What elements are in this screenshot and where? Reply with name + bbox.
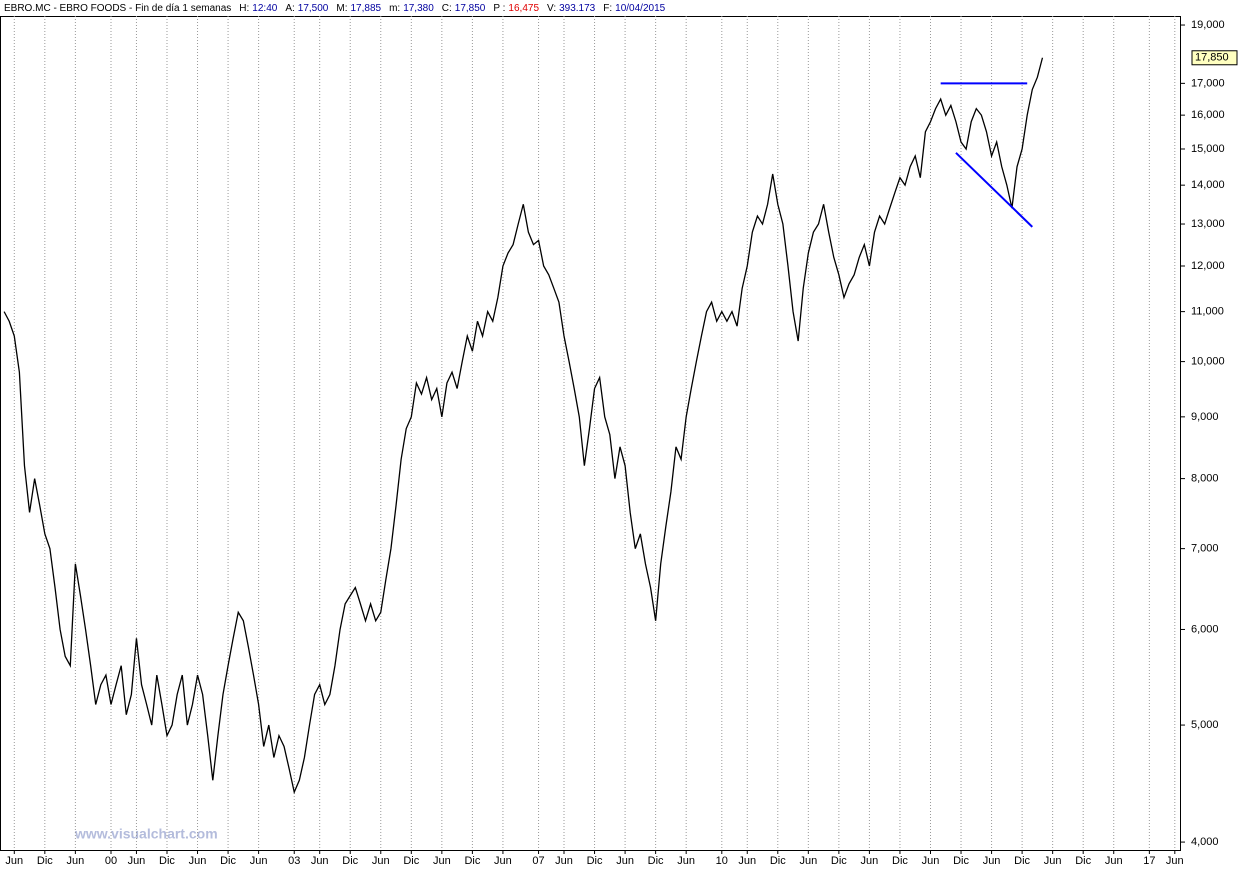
header-value: 393.173 — [559, 3, 596, 14]
x-tick-label: Jun — [1105, 855, 1123, 867]
x-tick-label: Dic — [403, 855, 419, 867]
header-value: 17,380 — [403, 3, 434, 14]
x-tick-label: Dic — [464, 855, 480, 867]
header-label: P : — [493, 3, 505, 14]
x-tick-label: Jun — [494, 855, 512, 867]
x-tick-label: Dic — [342, 855, 358, 867]
y-tick-label: 11,000 — [1191, 306, 1224, 318]
header-label: H: — [239, 3, 249, 14]
x-tick-label: Jun — [66, 855, 84, 867]
x-tick-label: Jun — [861, 855, 879, 867]
watermark: www.visualchart.com — [74, 826, 218, 842]
x-tick-label: Jun — [677, 855, 695, 867]
y-tick-label: 4,000 — [1191, 836, 1219, 848]
y-tick-label: 6,000 — [1191, 623, 1219, 635]
y-tick-label: 7,000 — [1191, 543, 1219, 555]
y-tick-label: 13,000 — [1191, 218, 1225, 230]
x-tick-label: Dic — [1014, 855, 1030, 867]
header-label: A: — [285, 3, 294, 14]
x-tick-label: Jun — [189, 855, 207, 867]
x-tick-label: Jun — [372, 855, 390, 867]
x-tick-label: 07 — [532, 855, 544, 867]
plot-frame — [0, 16, 1181, 851]
y-tick-label: 8,000 — [1191, 473, 1219, 485]
header-value: 17,885 — [350, 3, 381, 14]
x-tick-label: Jun — [799, 855, 817, 867]
x-tick-label: 03 — [288, 855, 300, 867]
header-label: M: — [336, 3, 347, 14]
x-tick-label: Jun — [128, 855, 146, 867]
x-tick-label: 10 — [716, 855, 728, 867]
x-tick-label: Dic — [1075, 855, 1091, 867]
y-tick-label: 19,000 — [1191, 19, 1225, 31]
price-line — [3, 57, 1044, 795]
header-label: V: — [547, 3, 556, 14]
y-tick-label: 17,000 — [1191, 77, 1225, 89]
x-tick-label: Dic — [159, 855, 175, 867]
y-tick-label: 15,000 — [1191, 143, 1225, 155]
x-tick-label: Jun — [5, 855, 23, 867]
x-tick-label: Dic — [770, 855, 786, 867]
header: EBRO.MC - EBRO FOODS - Fin de día 1 sema… — [4, 3, 666, 14]
x-tick-label: Dic — [831, 855, 847, 867]
x-tick-label: Jun — [250, 855, 268, 867]
y-tick-label: 12,000 — [1191, 260, 1225, 272]
last-price-box — [1191, 50, 1238, 66]
x-tick-label: Jun — [983, 855, 1001, 867]
x-tick-label: Dic — [220, 855, 236, 867]
header-label: m: — [389, 3, 400, 14]
header-value: 16,475 — [508, 3, 539, 14]
x-tick-label: Jun — [1166, 855, 1184, 867]
y-tick-label: 16,000 — [1191, 109, 1225, 121]
x-tick-label: Dic — [37, 855, 53, 867]
x-tick-label: Jun — [311, 855, 329, 867]
y-tick-label: 5,000 — [1191, 719, 1219, 731]
x-tick-label: Jun — [922, 855, 940, 867]
x-tick-label: Jun — [1044, 855, 1062, 867]
trendline — [955, 152, 1033, 228]
x-tick-label: Dic — [648, 855, 664, 867]
y-tick-label: 14,000 — [1191, 179, 1225, 191]
y-tick-label: 9,000 — [1191, 411, 1219, 423]
x-tick-label: Jun — [616, 855, 634, 867]
x-tick-label: Dic — [953, 855, 969, 867]
x-tick-label: 17 — [1143, 855, 1155, 867]
x-tick-label: Dic — [892, 855, 908, 867]
x-tick-label: Jun — [555, 855, 573, 867]
header-label: C: — [442, 3, 452, 14]
x-tick-label: Dic — [587, 855, 603, 867]
x-tick-label: 00 — [105, 855, 117, 867]
header-value: 17,500 — [298, 3, 329, 14]
chart-title: EBRO.MC - EBRO FOODS - Fin de día 1 sema… — [4, 3, 231, 14]
x-tick-label: Jun — [738, 855, 756, 867]
header-label: F: — [603, 3, 612, 14]
header-value: 12:40 — [252, 3, 277, 14]
y-tick-label: 10,000 — [1191, 356, 1225, 368]
last-price-label: 17,850 — [1195, 52, 1229, 64]
x-tick-label: Jun — [433, 855, 451, 867]
header-value: 17,850 — [455, 3, 486, 14]
header-value: 10/04/2015 — [615, 3, 665, 14]
